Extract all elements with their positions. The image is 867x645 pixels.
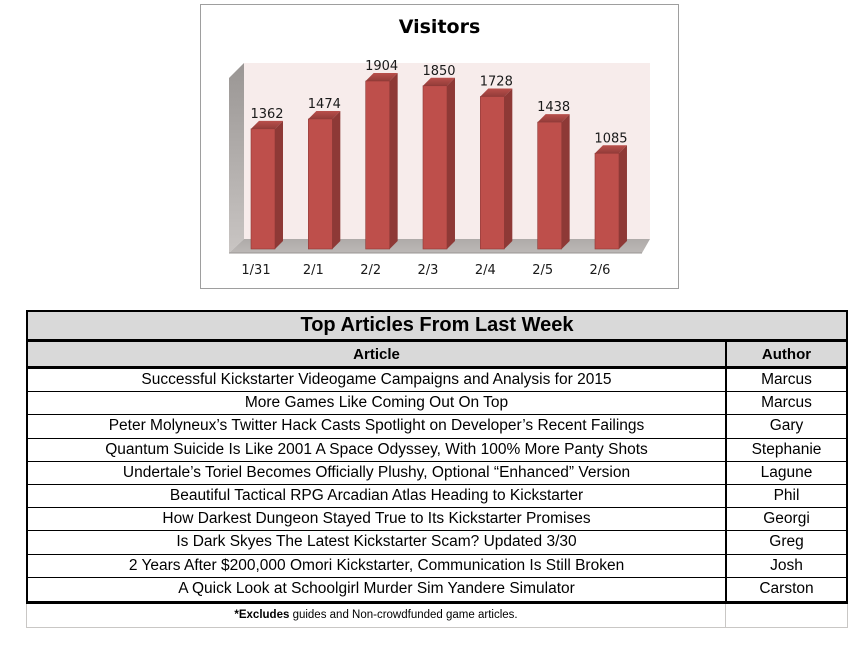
author-cell: Greg: [769, 533, 804, 551]
table-header-row: Article Author: [28, 342, 846, 369]
svg-text:2/5: 2/5: [532, 263, 553, 278]
table-row: Undertale’s Toriel Becomes Officially Pl…: [28, 461, 846, 485]
article-cell: Peter Molyneux’s Twitter Hack Casts Spot…: [28, 415, 727, 438]
footnote-rest: guides and Non-crowdfunded game articles…: [289, 609, 518, 622]
svg-text:2/2: 2/2: [360, 263, 381, 278]
visitors-bar-chart: 1362 1/31 1474 2/1 1904 2/2 1850 2/3 1728 2/4 1438…: [229, 59, 650, 278]
table-row: Peter Molyneux’s Twitter Hack Casts Spot…: [28, 415, 846, 439]
svg-text:1904: 1904: [365, 59, 398, 74]
svg-text:1474: 1474: [308, 97, 341, 112]
footnote-bold: *Excludes: [234, 609, 290, 622]
article-cell: Beautiful Tactical RPG Arcadian Atlas He…: [28, 484, 727, 508]
table-title: Top Articles From Last Week: [28, 312, 846, 342]
author-cell: Lagune: [760, 463, 813, 481]
author-cell: Stephanie: [751, 440, 822, 458]
article-cell: A Quick Look at Schoolgirl Murder Sim Ya…: [28, 577, 727, 601]
author-cell: Marcus: [761, 394, 812, 412]
author-cell: Josh: [770, 556, 803, 574]
article-cell: 2 Years After $200,000 Omori Kickstarter…: [28, 554, 727, 577]
table-footnote-row: *Excludes guides and Non-crowdfunded gam…: [26, 603, 848, 628]
column-header-article: Article: [28, 342, 727, 366]
table-row: Is Dark Skyes The Latest Kickstarter Sca…: [28, 531, 846, 555]
author-cell: Carston: [759, 580, 814, 598]
author-cell: Phil: [773, 487, 800, 505]
table-row: 2 Years After $200,000 Omori Kickstarter…: [28, 554, 846, 578]
article-cell: More Games Like Coming Out On Top: [28, 392, 727, 415]
svg-text:2/4: 2/4: [475, 263, 496, 278]
articles-table-main: Top Articles From Last Week Article Auth…: [26, 310, 848, 604]
svg-text:1850: 1850: [422, 64, 455, 79]
author-cell: Georgi: [763, 510, 810, 528]
author-cell: Gary: [769, 417, 804, 435]
footnote-text: *Excludes guides and Non-crowdfunded gam…: [27, 603, 726, 627]
table-row: A Quick Look at Schoolgirl Murder Sim Ya…: [28, 577, 846, 601]
footnote-empty-cell: [726, 604, 847, 627]
author-cell: Marcus: [761, 371, 812, 389]
svg-text:1438: 1438: [537, 100, 570, 115]
svg-text:2/6: 2/6: [590, 263, 611, 278]
article-cell: How Darkest Dungeon Stayed True to Its K…: [28, 508, 727, 531]
article-cell: Undertale’s Toriel Becomes Officially Pl…: [28, 461, 727, 484]
table-row: Successful Kickstarter Videogame Campaig…: [28, 369, 846, 393]
svg-text:1/31: 1/31: [241, 263, 270, 278]
table-row: More Games Like Coming Out On Top Marcus: [28, 392, 846, 416]
svg-text:2/3: 2/3: [418, 263, 439, 278]
article-cell: Is Dark Skyes The Latest Kickstarter Sca…: [28, 531, 727, 554]
table-row: How Darkest Dungeon Stayed True to Its K…: [28, 508, 846, 532]
article-cell: Quantum Suicide Is Like 2001 A Space Ody…: [28, 438, 727, 461]
table-row: Beautiful Tactical RPG Arcadian Atlas He…: [28, 484, 846, 509]
column-header-author: Author: [761, 345, 812, 363]
svg-text:1728: 1728: [480, 75, 513, 90]
chart-title: Visitors: [398, 16, 481, 38]
table-row: Quantum Suicide Is Like 2001 A Space Ody…: [28, 438, 846, 462]
svg-text:1362: 1362: [250, 107, 283, 122]
article-cell: Successful Kickstarter Videogame Campaig…: [28, 369, 727, 392]
visitors-chart-card: 1362 1/31 1474 2/1 1904 2/2 1850 2/3 1728 2/4 1438…: [200, 4, 679, 289]
svg-text:1085: 1085: [594, 131, 627, 146]
top-articles-table: Top Articles From Last Week Article Auth…: [26, 310, 848, 628]
svg-text:2/1: 2/1: [303, 263, 324, 278]
